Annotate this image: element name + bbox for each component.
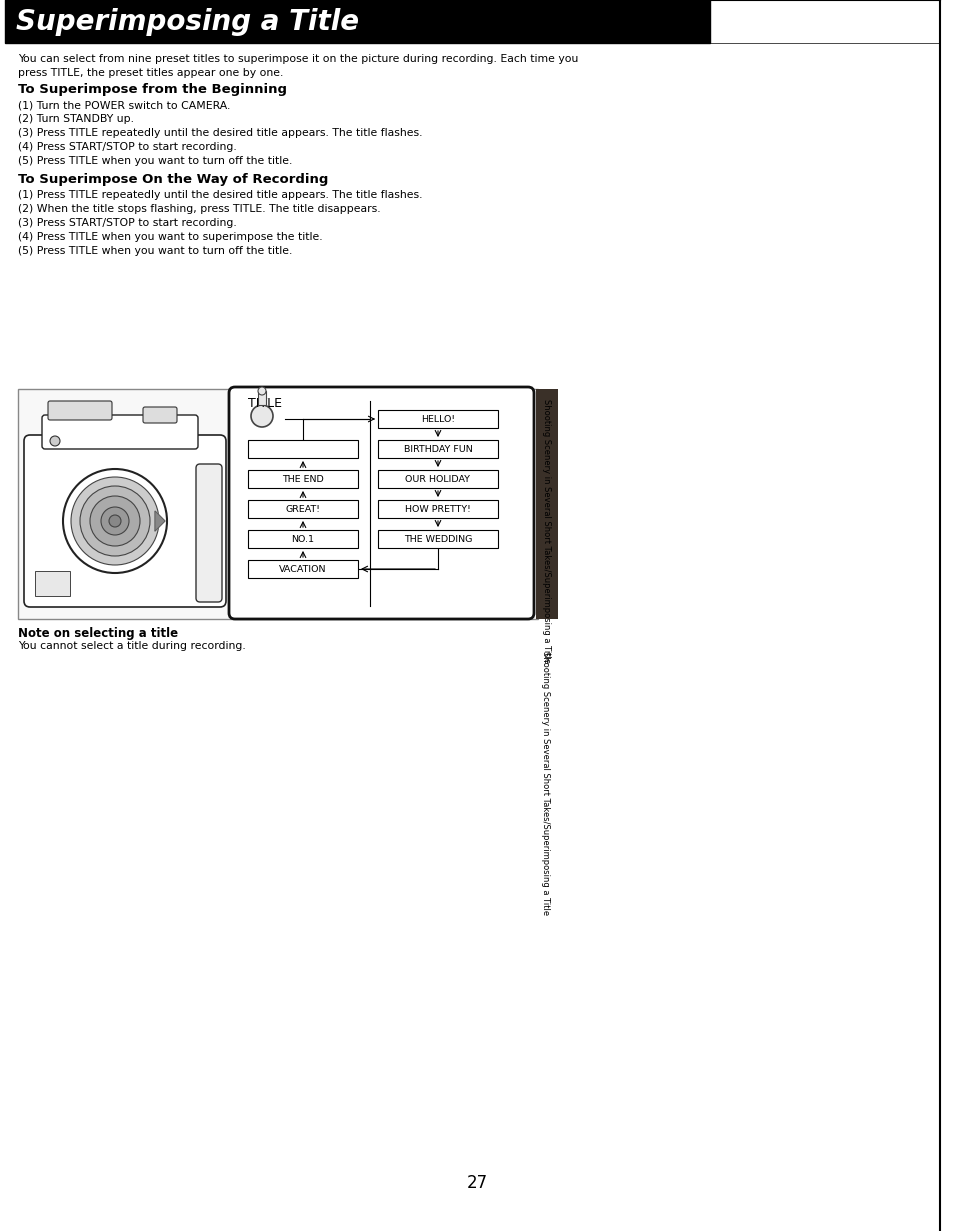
Text: To Superimpose from the Beginning: To Superimpose from the Beginning: [18, 82, 287, 96]
Bar: [35, 571, 70, 596]
Circle shape: [90, 496, 140, 547]
Text: You can select from nine preset titles to superimpose it on the picture during r: You can select from nine preset titles t…: [18, 54, 578, 64]
Circle shape: [101, 507, 129, 535]
Bar: [248, 560, 357, 579]
Text: TITLE: TITLE: [248, 398, 282, 410]
Bar: [257, 391, 266, 405]
Text: Superimposing a Title: Superimposing a Title: [16, 7, 358, 36]
Text: OUR HOLIDAY: OUR HOLIDAY: [405, 474, 470, 484]
Bar: [377, 410, 497, 428]
Text: press TITLE, the preset titles appear one by one.: press TITLE, the preset titles appear on…: [18, 68, 283, 78]
Circle shape: [251, 405, 273, 427]
FancyBboxPatch shape: [48, 401, 112, 420]
Circle shape: [63, 469, 167, 572]
Text: THE END: THE END: [282, 474, 323, 484]
Bar: [536, 389, 558, 619]
Bar: [248, 439, 357, 458]
FancyBboxPatch shape: [24, 435, 226, 607]
Circle shape: [80, 486, 150, 556]
Circle shape: [50, 436, 60, 446]
Circle shape: [109, 515, 121, 527]
Text: VACATION: VACATION: [279, 565, 327, 574]
Text: You cannot select a title during recording.: You cannot select a title during recordi…: [18, 641, 246, 651]
Bar: [5, 0, 709, 43]
FancyBboxPatch shape: [195, 464, 222, 602]
Text: (5) Press TITLE when you want to turn off the title.: (5) Press TITLE when you want to turn of…: [18, 246, 292, 256]
Text: HOW PRETTY!: HOW PRETTY!: [405, 505, 471, 513]
Bar: [377, 470, 497, 487]
Text: (2) Turn STANDBY up.: (2) Turn STANDBY up.: [18, 114, 133, 124]
Circle shape: [71, 476, 159, 565]
Text: 27: 27: [466, 1174, 487, 1192]
Text: Shooting Scenery in Several Short Takes/Superimposing a Title: Shooting Scenery in Several Short Takes/…: [542, 399, 551, 664]
Text: (3) Press TITLE repeatedly until the desired title appears. The title flashes.: (3) Press TITLE repeatedly until the des…: [18, 128, 422, 138]
Polygon shape: [154, 511, 165, 531]
Text: (5) Press TITLE when you want to turn off the title.: (5) Press TITLE when you want to turn of…: [18, 156, 292, 166]
Text: (1) Press TITLE repeatedly until the desired title appears. The title flashes.: (1) Press TITLE repeatedly until the des…: [18, 190, 422, 199]
Text: BIRTHDAY FUN: BIRTHDAY FUN: [403, 444, 472, 453]
Text: (2) When the title stops flashing, press TITLE. The title disappears.: (2) When the title stops flashing, press…: [18, 204, 380, 214]
Text: GREAT!: GREAT!: [285, 505, 320, 513]
Text: Shooting Scenery in Several Short Takes/Superimposing a Title: Shooting Scenery in Several Short Takes/…: [541, 651, 550, 915]
Text: To Superimpose On the Way of Recording: To Superimpose On the Way of Recording: [18, 174, 328, 186]
Text: Note on selecting a title: Note on selecting a title: [18, 627, 178, 640]
Bar: [377, 439, 497, 458]
Bar: [377, 500, 497, 518]
Bar: [377, 531, 497, 548]
Text: THE WEDDING: THE WEDDING: [403, 534, 472, 544]
Text: (4) Press TITLE when you want to superimpose the title.: (4) Press TITLE when you want to superim…: [18, 231, 322, 243]
Bar: [248, 531, 357, 548]
Bar: [248, 500, 357, 518]
Text: NO.1: NO.1: [292, 534, 314, 544]
Text: HELLO!: HELLO!: [420, 415, 455, 423]
Text: (4) Press START/STOP to start recording.: (4) Press START/STOP to start recording.: [18, 142, 236, 151]
Text: (1) Turn the POWER switch to CAMERA.: (1) Turn the POWER switch to CAMERA.: [18, 100, 230, 110]
FancyBboxPatch shape: [229, 387, 534, 619]
Text: (3) Press START/STOP to start recording.: (3) Press START/STOP to start recording.: [18, 218, 236, 228]
Circle shape: [257, 387, 266, 395]
Bar: [248, 470, 357, 487]
FancyBboxPatch shape: [143, 407, 177, 423]
FancyBboxPatch shape: [42, 415, 198, 449]
Bar: [18, 389, 537, 619]
